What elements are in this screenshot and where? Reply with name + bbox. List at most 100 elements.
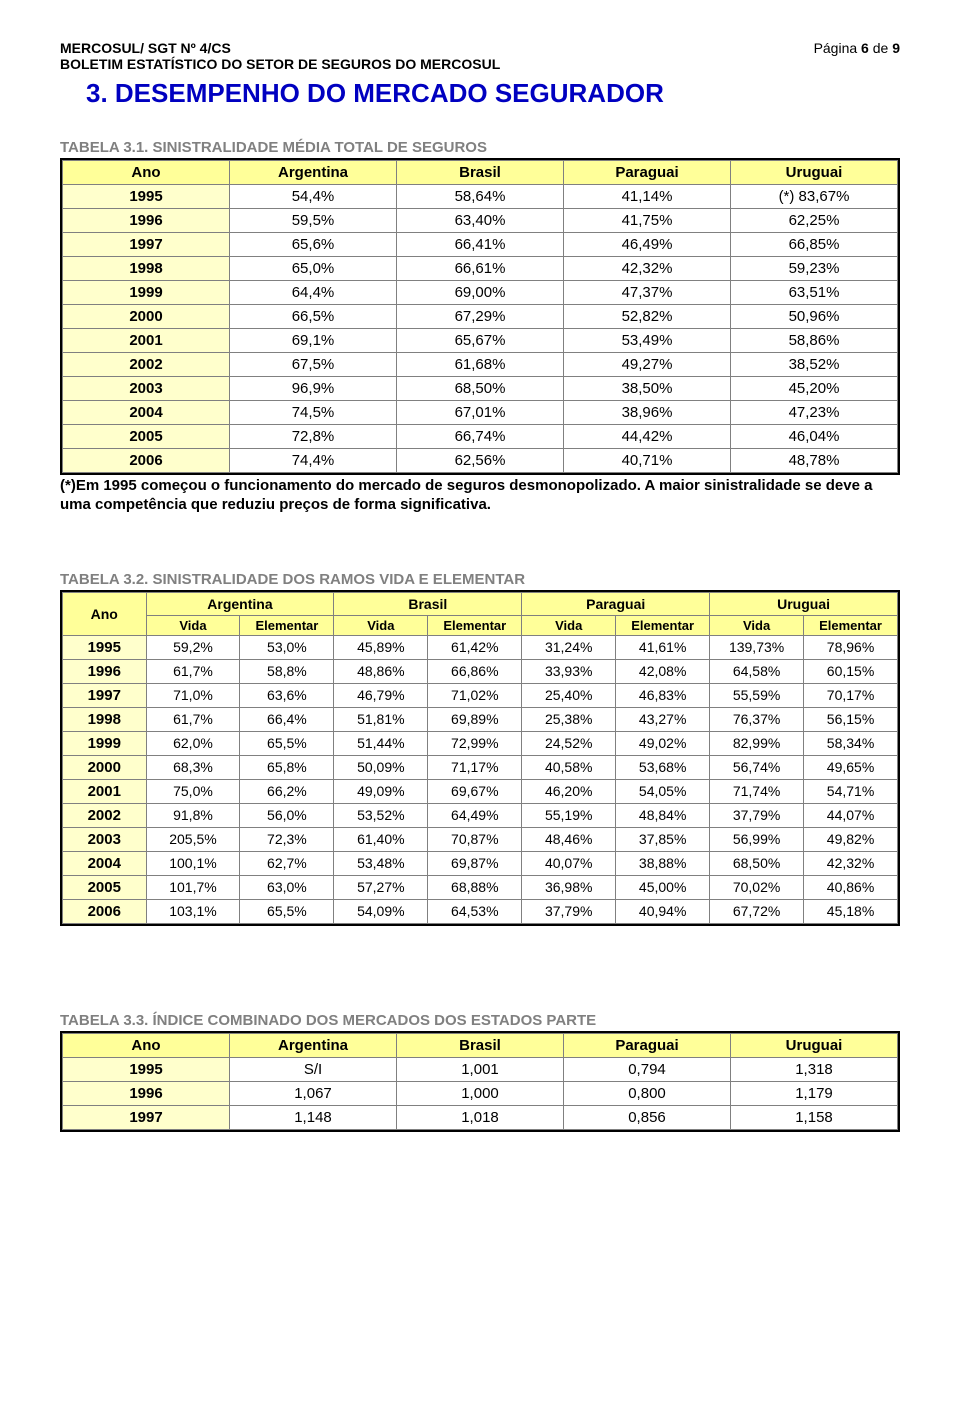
table1-head: AnoArgentinaBrasilParaguaiUruguai [63, 161, 898, 185]
cell: 57,27% [334, 875, 428, 899]
cell: 2005 [63, 875, 147, 899]
table-row: 200169,1%65,67%53,49%58,86% [63, 329, 898, 353]
cell: 1999 [63, 731, 147, 755]
cell: 91,8% [146, 803, 240, 827]
cell: 75,0% [146, 779, 240, 803]
cell: 2001 [63, 779, 147, 803]
cell: 1,018 [397, 1105, 564, 1129]
cell: 66,5% [230, 305, 397, 329]
cell: 66,61% [397, 257, 564, 281]
cell: 0,794 [564, 1057, 731, 1081]
cell: 46,20% [522, 779, 616, 803]
cell: 1997 [63, 1105, 230, 1129]
cell: 101,7% [146, 875, 240, 899]
cell: 1995 [63, 185, 230, 209]
col-header: Brasil [334, 592, 522, 615]
cell: 44,42% [564, 425, 731, 449]
table3: AnoArgentinaBrasilParaguaiUruguai 1995S/… [62, 1033, 898, 1130]
cell: 1,001 [397, 1057, 564, 1081]
cell: 54,4% [230, 185, 397, 209]
table2-caption: TABELA 3.2. SINISTRALIDADE DOS RAMOS VID… [60, 571, 900, 588]
cell: 66,2% [240, 779, 334, 803]
table-row: 200291,8%56,0%53,52%64,49%55,19%48,84%37… [63, 803, 898, 827]
table3-head: AnoArgentinaBrasilParaguaiUruguai [63, 1033, 898, 1057]
cell: 53,52% [334, 803, 428, 827]
cell: 62,25% [731, 209, 898, 233]
cell: 43,27% [616, 707, 710, 731]
col-header: Argentina [230, 1033, 397, 1057]
cell: 65,0% [230, 257, 397, 281]
cell: 25,38% [522, 707, 616, 731]
cell: 66,86% [428, 659, 522, 683]
cell: 1998 [63, 707, 147, 731]
cell: 1,179 [731, 1081, 898, 1105]
cell: 45,20% [731, 377, 898, 401]
table2-box: AnoArgentinaBrasilParaguaiUruguaiVidaEle… [60, 590, 900, 926]
cell: S/I [230, 1057, 397, 1081]
cell: 53,48% [334, 851, 428, 875]
cell: 61,7% [146, 659, 240, 683]
table-header-row: AnoArgentinaBrasilParaguaiUruguai [63, 592, 898, 615]
cell: 49,65% [804, 755, 898, 779]
cell: 2002 [63, 353, 230, 377]
cell: 70,17% [804, 683, 898, 707]
cell: 45,18% [804, 899, 898, 923]
table1-note: (*)Em 1995 começou o funcionamento do me… [60, 477, 900, 515]
table-row: 199559,2%53,0%45,89%61,42%31,24%41,61%13… [63, 635, 898, 659]
cell: 61,7% [146, 707, 240, 731]
table-row: 199659,5%63,40%41,75%62,25% [63, 209, 898, 233]
table-row: 200396,9%68,50%38,50%45,20% [63, 377, 898, 401]
cell: 44,07% [804, 803, 898, 827]
cell: 70,87% [428, 827, 522, 851]
cell: 53,0% [240, 635, 334, 659]
page-total: 9 [892, 40, 900, 56]
cell: 67,5% [230, 353, 397, 377]
cell: 24,52% [522, 731, 616, 755]
cell: 58,8% [240, 659, 334, 683]
cell: 54,09% [334, 899, 428, 923]
cell: 25,40% [522, 683, 616, 707]
cell: 40,58% [522, 755, 616, 779]
col-header: Brasil [397, 1033, 564, 1057]
cell: 2003 [63, 827, 147, 851]
cell: (*) 83,67% [731, 185, 898, 209]
page-header: Página 6 de 9 MERCOSUL/ SGT Nº 4/CS BOLE… [60, 40, 900, 72]
cell: 68,50% [710, 851, 804, 875]
cell: 48,84% [616, 803, 710, 827]
table-row: 200068,3%65,8%50,09%71,17%40,58%53,68%56… [63, 755, 898, 779]
cell: 67,01% [397, 401, 564, 425]
table-row: 2005101,7%63,0%57,27%68,88%36,98%45,00%7… [63, 875, 898, 899]
cell: 46,83% [616, 683, 710, 707]
cell: 1,067 [230, 1081, 397, 1105]
col-header: Uruguai [731, 1033, 898, 1057]
table3-caption: TABELA 3.3. ÍNDICE COMBINADO DOS MERCADO… [60, 1012, 900, 1029]
cell: 71,0% [146, 683, 240, 707]
table-row: 200175,0%66,2%49,09%69,67%46,20%54,05%71… [63, 779, 898, 803]
table1: AnoArgentinaBrasilParaguaiUruguai 199554… [62, 160, 898, 473]
table-row: 199765,6%66,41%46,49%66,85% [63, 233, 898, 257]
table-row: 2004100,1%62,7%53,48%69,87%40,07%38,88%6… [63, 851, 898, 875]
table-row: 200474,5%67,01%38,96%47,23% [63, 401, 898, 425]
col-header: Elementar [428, 615, 522, 635]
cell: 40,71% [564, 449, 731, 473]
table3-body: 1995S/I1,0010,7941,31819961,0671,0000,80… [63, 1057, 898, 1129]
cell: 2003 [63, 377, 230, 401]
col-header: Paraguai [564, 161, 731, 185]
cell: 61,42% [428, 635, 522, 659]
cell: 72,8% [230, 425, 397, 449]
cell: 100,1% [146, 851, 240, 875]
cell: 62,0% [146, 731, 240, 755]
cell: 41,75% [564, 209, 731, 233]
table1-caption: TABELA 3.1. SINISTRALIDADE MÉDIA TOTAL D… [60, 139, 900, 156]
cell: 69,00% [397, 281, 564, 305]
cell: 59,5% [230, 209, 397, 233]
page: Página 6 de 9 MERCOSUL/ SGT Nº 4/CS BOLE… [0, 0, 960, 1172]
cell: 48,78% [731, 449, 898, 473]
table-row: 1995S/I1,0010,7941,318 [63, 1057, 898, 1081]
cell: 37,79% [522, 899, 616, 923]
cell: 45,00% [616, 875, 710, 899]
col-header: Uruguai [731, 161, 898, 185]
cell: 58,86% [731, 329, 898, 353]
cell: 63,6% [240, 683, 334, 707]
cell: 53,49% [564, 329, 731, 353]
